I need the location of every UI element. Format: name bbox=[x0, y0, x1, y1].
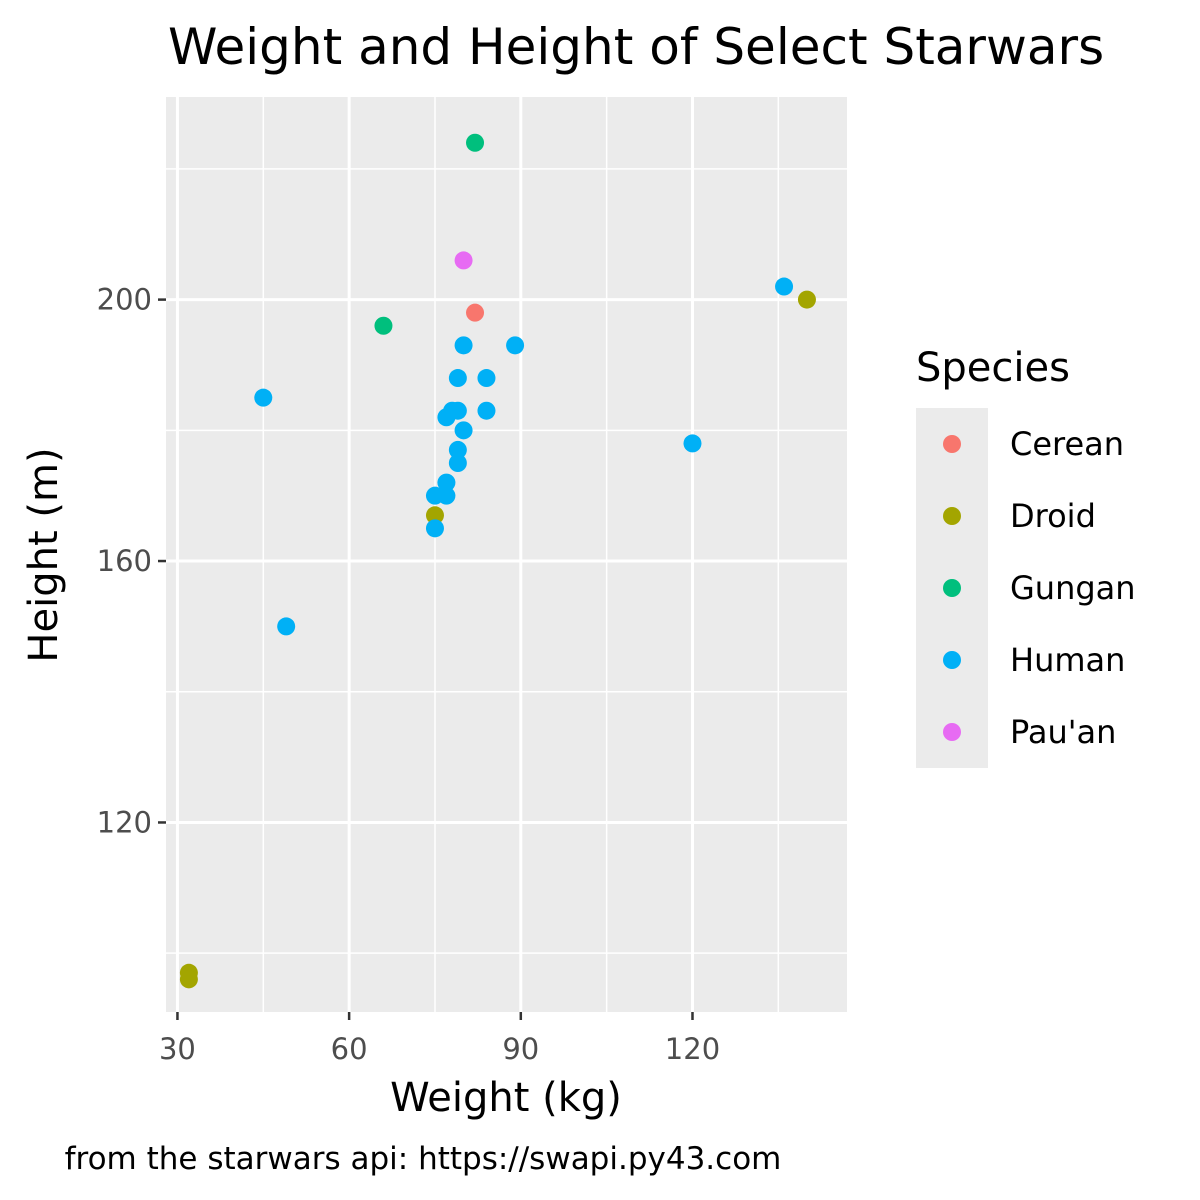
data-point bbox=[448, 454, 467, 472]
data-point bbox=[425, 519, 444, 538]
legend-key bbox=[943, 579, 961, 597]
legend: Species Cerean Droid Gungan Human Pau'an bbox=[916, 345, 1136, 768]
data-point bbox=[775, 277, 794, 296]
data-point bbox=[466, 133, 485, 152]
data-point bbox=[477, 401, 496, 420]
y-axis-title: Height (m) bbox=[21, 447, 67, 662]
data-points bbox=[179, 133, 816, 989]
grid-lines bbox=[166, 97, 847, 1012]
legend-label: Pau'an bbox=[1010, 713, 1116, 751]
x-axis-title: Weight (kg) bbox=[390, 1075, 622, 1121]
data-point bbox=[454, 336, 473, 355]
data-point bbox=[425, 506, 444, 525]
data-point bbox=[425, 486, 444, 505]
data-point bbox=[448, 369, 467, 388]
legend-key bbox=[943, 651, 961, 669]
legend-title: Species bbox=[916, 345, 1070, 391]
y-tick-label: 120 bbox=[97, 805, 152, 839]
y-tick-label: 160 bbox=[97, 544, 152, 578]
chart-caption: from the starwars api: https://swapi.py4… bbox=[65, 1141, 782, 1177]
data-point bbox=[179, 970, 198, 989]
data-point bbox=[454, 251, 473, 270]
legend-label: Gungan bbox=[1010, 569, 1136, 607]
data-point bbox=[448, 401, 467, 420]
legend-label: Cerean bbox=[1010, 425, 1124, 463]
data-point bbox=[254, 388, 273, 407]
x-tick-label: 30 bbox=[159, 1032, 196, 1066]
legend-key bbox=[943, 435, 961, 453]
data-point bbox=[448, 440, 467, 459]
legend-label: Droid bbox=[1010, 497, 1096, 535]
data-point bbox=[454, 421, 473, 440]
legend-key bbox=[943, 507, 961, 525]
chart-title: Weight and Height of Select Starwars bbox=[168, 18, 1104, 76]
x-tick-label: 120 bbox=[665, 1032, 720, 1066]
legend-entries: Cerean Droid Gungan Human Pau'an bbox=[943, 425, 1136, 751]
x-tick-label: 60 bbox=[331, 1032, 368, 1066]
data-point bbox=[506, 336, 525, 355]
legend-label: Human bbox=[1010, 641, 1125, 679]
legend-key bbox=[943, 723, 961, 741]
x-tick-label: 90 bbox=[502, 1032, 539, 1066]
data-point bbox=[797, 290, 816, 309]
data-point bbox=[374, 316, 393, 335]
data-point bbox=[477, 369, 496, 388]
data-point bbox=[277, 617, 296, 636]
y-tick-label: 200 bbox=[97, 283, 152, 317]
data-point bbox=[437, 473, 456, 492]
data-point bbox=[466, 303, 485, 322]
panel-background bbox=[166, 97, 847, 1012]
axis-ticks: 30 60 90 120 120 160 200 bbox=[97, 283, 721, 1066]
data-point bbox=[683, 434, 702, 453]
